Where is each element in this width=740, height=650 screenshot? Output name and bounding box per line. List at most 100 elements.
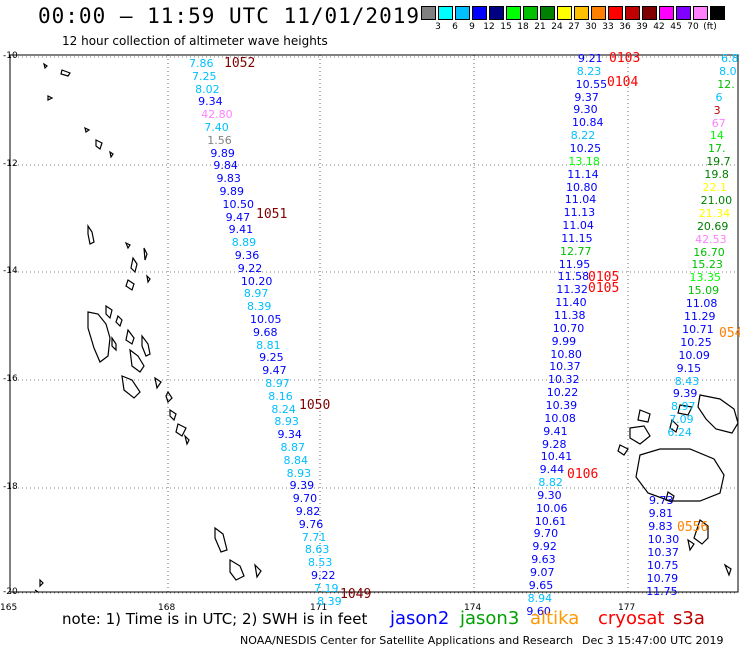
pass-id-label: 1050 <box>299 398 331 413</box>
wave-height-value: 8.23 <box>576 64 602 78</box>
wave-height-value: 8.63 <box>304 543 330 557</box>
wave-height-value: 9.84 <box>213 159 238 173</box>
page-subtitle: 12 hour collection of altimeter wave hei… <box>62 34 328 48</box>
wave-height-value: 9.47 <box>225 210 251 224</box>
wave-height-value: 10.75 <box>647 559 679 572</box>
colorbar-tick-label: 70 <box>687 22 699 32</box>
wave-height-value: 10.37 <box>549 360 581 374</box>
wave-height-value: 11.15 <box>561 231 593 245</box>
wave-height-value: 8.43 <box>674 374 700 388</box>
colorbar-swatch <box>557 6 572 20</box>
wave-height-value: 12. <box>717 77 735 91</box>
wave-height-value: 8.93 <box>286 466 312 480</box>
wave-height-value: 8.53 <box>307 556 333 570</box>
pass-id-label: 1049 <box>340 587 372 602</box>
wave-height-value: 7.86 <box>189 57 214 70</box>
pass-id-label: 0103 <box>609 51 641 66</box>
colorbar-tick-label: 27 <box>568 22 580 32</box>
longitude-label: 168 <box>158 603 176 613</box>
wave-height-value: 11.40 <box>555 296 587 310</box>
legend-jason2: jason2 <box>390 608 450 629</box>
colorbar-tick-label: 15 <box>500 22 512 32</box>
wave-height-value: 9.47 <box>262 364 287 378</box>
wave-height-value: 9.28 <box>542 437 567 451</box>
wave-height-value: 10.25 <box>680 335 712 349</box>
wave-height-value: 21.00 <box>700 193 733 207</box>
longitude-label: 174 <box>464 603 482 613</box>
wave-height-value: 9.21 <box>578 52 603 65</box>
colorbar-swatch <box>710 6 725 20</box>
coastline-islands <box>34 62 739 593</box>
wave-height-value: 8.94 <box>527 591 553 605</box>
wave-height-value: 10.37 <box>647 546 679 559</box>
legend-s3a: s3a <box>673 608 705 629</box>
wave-height-value: 11.32 <box>556 283 588 297</box>
wave-height-value: 9.99 <box>551 334 577 348</box>
credit-text: NOAA/NESDIS Center for Satellite Applica… <box>240 634 574 647</box>
wave-height-value: 9.82 <box>295 505 321 518</box>
wave-height-value: 8.93 <box>274 415 299 429</box>
wave-height-value: 10.79 <box>646 572 679 585</box>
colorbar-swatch <box>659 6 674 20</box>
wave-height-value: 9.25 <box>259 351 284 365</box>
wave-height-value: 10.09 <box>678 348 710 362</box>
wave-height-value: 10.06 <box>536 501 568 515</box>
pass-id-label: 0556 <box>677 520 709 535</box>
wave-height-value: 11.08 <box>685 297 718 311</box>
wave-height-value: 8.81 <box>256 338 281 352</box>
wave-height-value: 9.34 <box>198 95 223 109</box>
colorbar-tick-label: 30 <box>585 22 597 32</box>
wave-height-value: 8.0 <box>719 64 737 78</box>
wave-height-value: 9.41 <box>228 223 254 237</box>
wave-height-value: 9.83 <box>216 172 241 186</box>
wave-height-value: 1.56 <box>207 133 232 147</box>
wave-height-value: 15.23 <box>691 258 723 272</box>
pass-id-label: 1052 <box>224 56 256 71</box>
wave-height-value: 9.68 <box>253 325 278 339</box>
wave-height-value: 10.25 <box>569 141 602 155</box>
wave-height-value: 8.39 <box>246 300 272 314</box>
pass-id-label: 0105 <box>588 270 620 285</box>
wave-height-value: 9.89 <box>210 146 235 160</box>
wave-height-value: 8.97 <box>265 377 290 390</box>
pass-id-label: 1051 <box>256 207 288 222</box>
colorbar-tick-label: 36 <box>619 22 631 32</box>
colorbar-tick-label: 39 <box>636 22 648 32</box>
wave-height-value: 10.08 <box>544 411 576 425</box>
wave-height-value: 19.8 <box>704 168 729 182</box>
longitude-label: 165 <box>0 603 18 613</box>
wave-height-value: 7.09 <box>669 413 694 427</box>
wave-height-value: 9.37 <box>574 90 599 104</box>
wave-height-value: 17. <box>708 142 726 156</box>
wave-height-value: 11.95 <box>558 257 591 271</box>
colorbar-swatch <box>676 6 691 20</box>
wave-height-value: 42.80 <box>201 108 233 122</box>
wave-height-value: 11.13 <box>563 206 596 220</box>
footer-note: note: 1) Time is in UTC; 2) SWH is in fe… <box>62 610 368 628</box>
legend-altika: altika <box>530 608 580 629</box>
colorbar-swatch <box>455 6 470 20</box>
wave-height-value: 8.87 <box>280 441 306 454</box>
wave-height-value: 6 <box>715 90 723 104</box>
pass-id-label: 0106 <box>567 467 599 482</box>
wave-height-value: 8.97 <box>671 400 696 414</box>
colorbar-tick-label: 33 <box>602 22 614 32</box>
wave-height-value: 13.18 <box>568 154 600 168</box>
latitude-label: -20 <box>3 587 18 597</box>
latitude-label: -18 <box>3 482 18 492</box>
wave-height-value: 11.14 <box>567 167 599 181</box>
wave-height-value: 19.7 <box>706 155 731 169</box>
wave-height-value: 14 <box>709 129 724 143</box>
wave-height-value: 8.16 <box>268 389 293 403</box>
wave-height-value: 16.70 <box>693 245 725 259</box>
wave-height-value: 10.80 <box>550 347 582 361</box>
colorbar-tick-label: 21 <box>534 22 546 32</box>
wave-height-value: 9.22 <box>237 261 263 275</box>
colorbar-tick-label: 45 <box>670 22 682 32</box>
wave-height-value: 21.34 <box>698 206 731 220</box>
latitude-label: -12 <box>3 159 18 169</box>
wave-height-value: 9.89 <box>219 185 245 198</box>
colorbar-tick-label: 3 <box>435 22 441 32</box>
longitude-label: 177 <box>618 603 636 613</box>
latitude-label: -16 <box>3 374 18 384</box>
